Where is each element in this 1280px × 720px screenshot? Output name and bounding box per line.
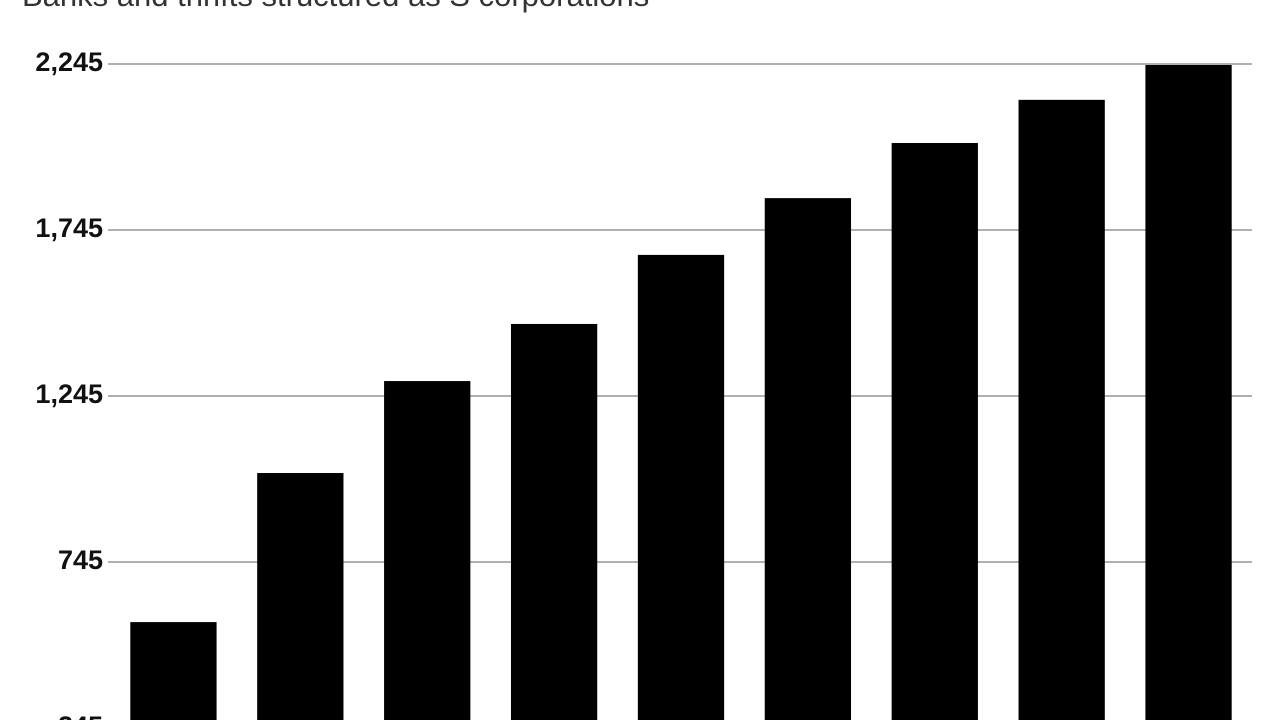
bar	[891, 143, 978, 720]
bar	[130, 622, 217, 720]
y-tick-label: 1,245	[35, 379, 103, 409]
bar	[637, 254, 725, 720]
bar	[1018, 99, 1105, 720]
bar	[384, 381, 471, 720]
y-tick-label: 745	[58, 545, 103, 575]
bar	[764, 198, 852, 720]
y-tick-label: 2,245	[35, 47, 103, 77]
y-tick-label: 245	[58, 711, 103, 720]
bar	[1145, 64, 1232, 720]
chart-title: Banks and thrifts structured as S corpor…	[22, 0, 649, 13]
y-tick-label: 1,745	[35, 213, 103, 243]
bar	[510, 323, 598, 720]
bar	[257, 473, 344, 720]
